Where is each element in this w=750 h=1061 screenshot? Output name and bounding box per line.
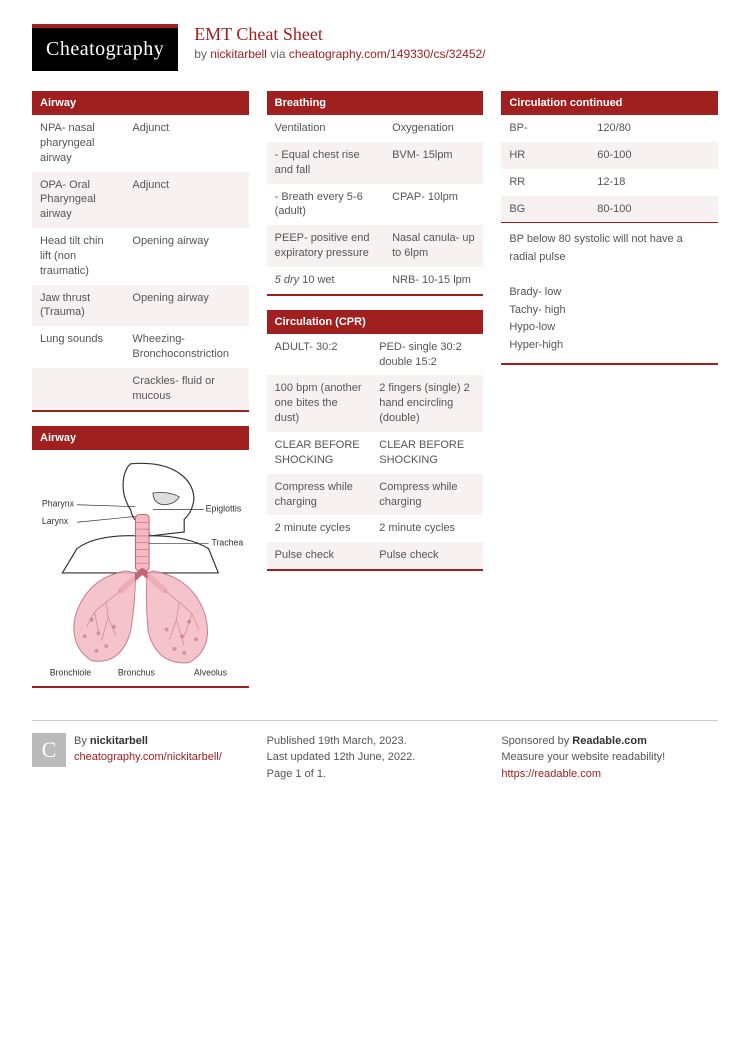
table-row: Head tilt chin lift (non traumatic)Openi…	[32, 228, 249, 285]
footer-author: C By nickitarbell cheatography.com/nicki…	[32, 733, 249, 783]
table-row: BG80-100	[501, 196, 718, 223]
byline: by nickitarbell via cheatography.com/149…	[194, 47, 485, 61]
brand-logo: Cheatography	[32, 24, 178, 71]
label-pharynx: Pharynx	[42, 498, 75, 508]
circulation-notes: BP below 80 systolic will not have a rad…	[501, 222, 718, 362]
table-row: ADULT- 30:2PED- single 30:2 double 15:2	[267, 334, 484, 376]
page-footer: C By nickitarbell cheatography.com/nicki…	[32, 720, 718, 783]
table-row: Jaw thrust (Trauma)Opening airway	[32, 285, 249, 327]
source-url[interactable]: cheatography.com/149330/cs/32452/	[289, 47, 486, 61]
table-row: BP-120/80	[501, 115, 718, 142]
label-trachea: Trachea	[211, 537, 242, 547]
page-header: Cheatography EMT Cheat Sheet by nickitar…	[32, 24, 718, 71]
label-alveolus: Alveolus	[194, 667, 228, 677]
block-title: Circulation (CPR)	[267, 310, 484, 334]
block-title: Breathing	[267, 91, 484, 115]
breathing-table: VentilationOxygenation - Equal chest ris…	[267, 115, 484, 294]
table-row: PEEP- positive end expiratory pressureNa…	[267, 225, 484, 267]
header-text: EMT Cheat Sheet by nickitarbell via chea…	[194, 24, 485, 61]
label-epiglottis: Epiglottis	[206, 503, 242, 513]
footer-meta: Published 19th March, 2023. Last updated…	[267, 733, 484, 783]
avatar: C	[32, 733, 66, 767]
table-row: - Equal chest rise and fallBVM- 15lpm	[267, 142, 484, 184]
airway-diagram: Pharynx Larynx Epiglottis Trachea Bronch…	[32, 450, 249, 686]
airway-table: NPA- nasal pharyngeal airwayAdjunct OPA-…	[32, 115, 249, 410]
table-row: CLEAR BEFORE SHOCKINGCLEAR BEFORE SHOCKI…	[267, 432, 484, 474]
table-row: HR60-100	[501, 142, 718, 169]
block-title: Circulation continued	[501, 91, 718, 115]
column-1: Airway NPA- nasal pharyngeal airwayAdjun…	[32, 91, 249, 702]
content-columns: Airway NPA- nasal pharyngeal airwayAdjun…	[32, 91, 718, 702]
table-row: Crackles- fluid or mucous	[32, 368, 249, 410]
table-row: 5 dry 10 wetNRB- 10-15 lpm	[267, 267, 484, 294]
cpr-block: Circulation (CPR) ADULT- 30:2PED- single…	[267, 310, 484, 571]
sponsor-link[interactable]: https://readable.com	[501, 768, 601, 780]
author-link[interactable]: nickitarbell	[210, 47, 267, 61]
column-2: Breathing VentilationOxygenation - Equal…	[267, 91, 484, 702]
table-row: Lung soundsWheezing- Bronchoconstriction	[32, 326, 249, 368]
table-row: RR12-18	[501, 169, 718, 196]
airway-block: Airway NPA- nasal pharyngeal airwayAdjun…	[32, 91, 249, 412]
label-larynx: Larynx	[42, 516, 69, 526]
table-row: VentilationOxygenation	[267, 115, 484, 142]
circulation-block: Circulation continued BP-120/80 HR60-100…	[501, 91, 718, 365]
table-row: Compress while chargingCompress while ch…	[267, 474, 484, 516]
block-title: Airway	[32, 91, 249, 115]
page-title: EMT Cheat Sheet	[194, 24, 485, 45]
cpr-table: ADULT- 30:2PED- single 30:2 double 15:2 …	[267, 334, 484, 569]
footer-sponsor: Sponsored by Readable.com Measure your w…	[501, 733, 718, 783]
table-row: - Breath every 5-6 (adult)CPAP- 10lpm	[267, 184, 484, 226]
label-bronchus: Bronchus	[118, 667, 156, 677]
breathing-block: Breathing VentilationOxygenation - Equal…	[267, 91, 484, 296]
label-bronchiole: Bronchiole	[50, 667, 92, 677]
footer-author-name: nickitarbell	[90, 735, 148, 747]
table-row: Pulse checkPulse check	[267, 542, 484, 569]
table-row: 2 minute cycles2 minute cycles	[267, 515, 484, 542]
table-row: NPA- nasal pharyngeal airwayAdjunct	[32, 115, 249, 172]
respiratory-diagram-icon: Pharynx Larynx Epiglottis Trachea Bronch…	[38, 456, 243, 680]
table-row: 100 bpm (another one bites the dust)2 fi…	[267, 375, 484, 432]
airway-diagram-block: Airway	[32, 426, 249, 688]
block-title: Airway	[32, 426, 249, 450]
circulation-table: BP-120/80 HR60-100 RR12-18 BG80-100	[501, 115, 718, 222]
footer-author-link[interactable]: cheatography.com/nickitarbell/	[74, 751, 222, 763]
column-3: Circulation continued BP-120/80 HR60-100…	[501, 91, 718, 702]
table-row: OPA- Oral Pharyngeal airwayAdjunct	[32, 172, 249, 229]
